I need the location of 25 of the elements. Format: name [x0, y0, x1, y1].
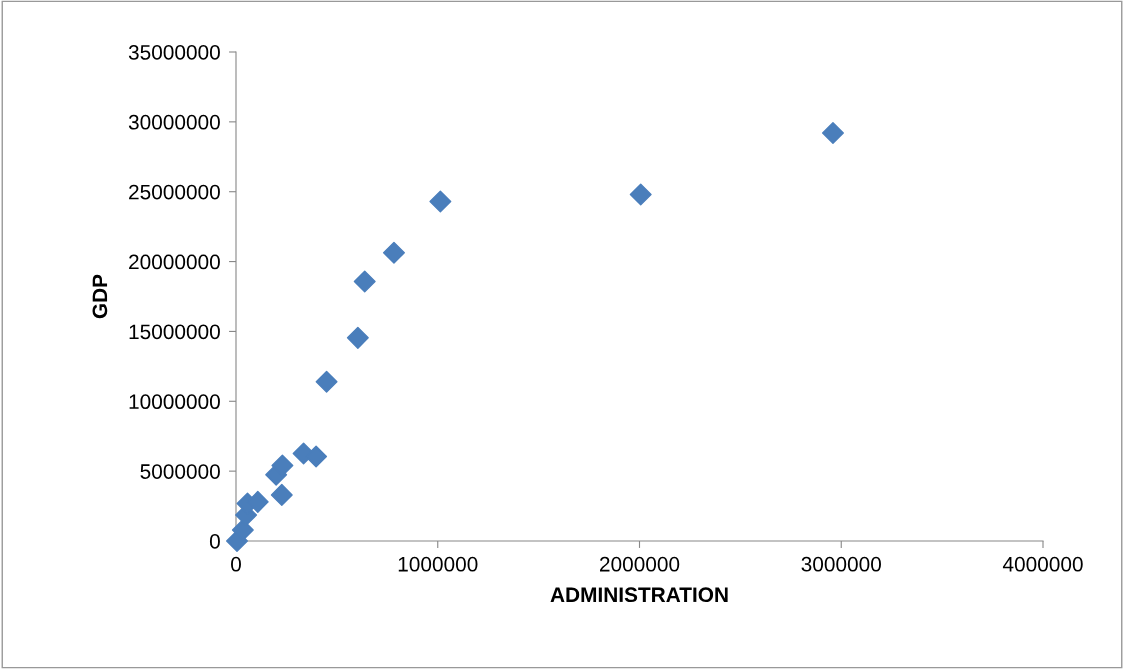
point	[270, 483, 293, 506]
x-tick-label: 2000000	[600, 556, 680, 572]
y-tick-label: 20000000	[129, 254, 220, 270]
point	[629, 183, 652, 206]
x-tick-label: 0	[231, 556, 241, 572]
point	[353, 270, 376, 293]
point	[429, 190, 452, 213]
y-tick-label: 0	[209, 534, 220, 549]
point	[315, 370, 338, 393]
point	[382, 241, 405, 264]
point	[231, 518, 254, 541]
y-tick-label: 10000000	[129, 394, 220, 410]
y-tick-label: 15000000	[129, 324, 220, 340]
x-tick-label: 4000000	[1002, 556, 1083, 572]
y-axis-title: GDP	[92, 274, 108, 319]
x-axis-title: ADMINISTRATION	[550, 587, 728, 603]
point	[821, 122, 844, 145]
point	[305, 445, 328, 468]
x-tick-label: 3000000	[801, 556, 881, 572]
point	[346, 326, 369, 349]
y-tick-label: 5000000	[140, 464, 220, 479]
x-tick-label: 1000000	[398, 556, 478, 572]
y-tick-label: 30000000	[128, 114, 220, 130]
y-tick-label: 35000000	[128, 45, 220, 60]
y-tick-label: 25000000	[129, 184, 220, 200]
